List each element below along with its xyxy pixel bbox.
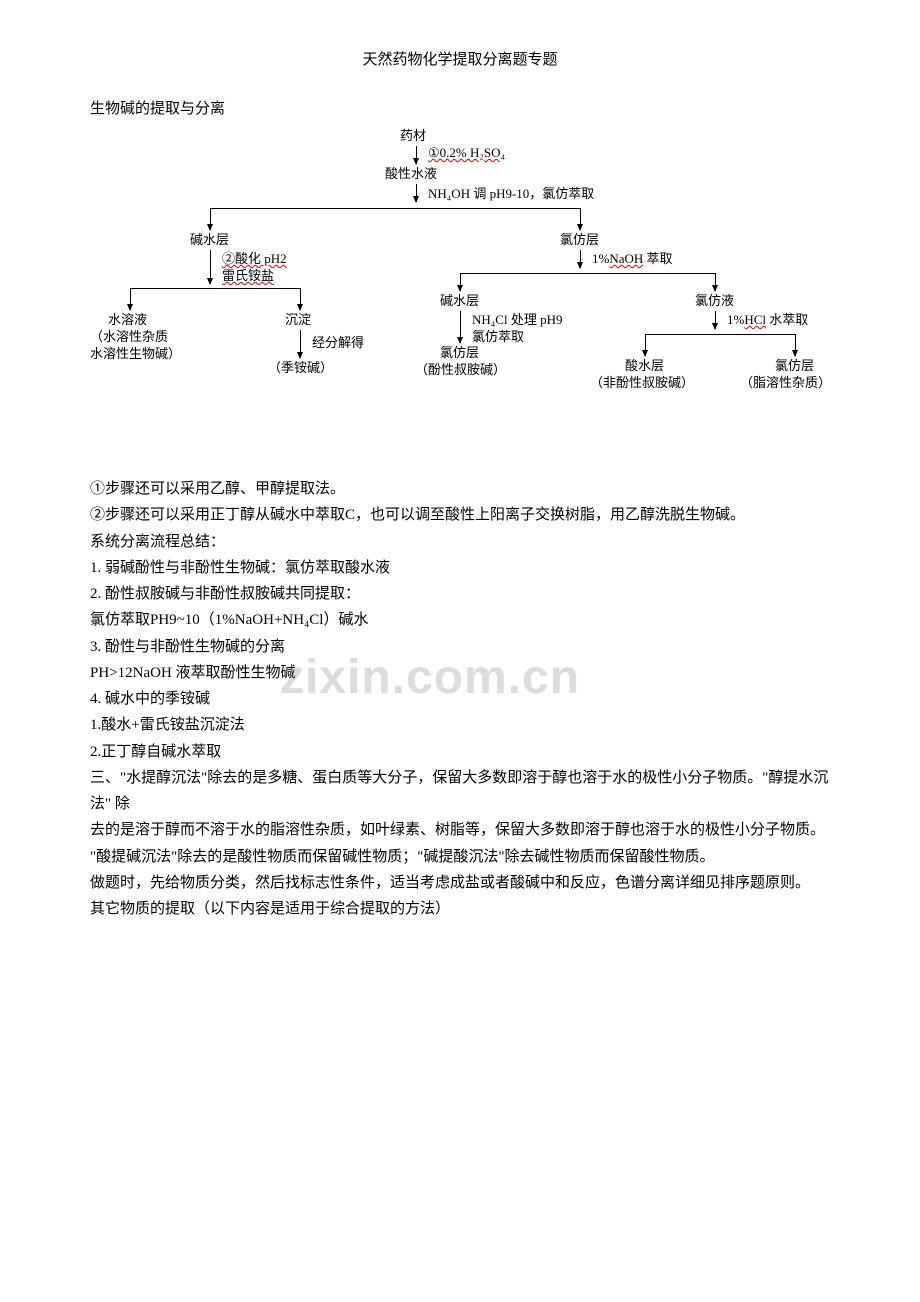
node-precipitate: 沉淀 <box>285 312 311 329</box>
arrow <box>460 273 461 291</box>
side-label: 氯仿萃取 <box>472 326 524 345</box>
arrow <box>580 250 581 268</box>
node-nonphenolic: （非酚性叔胺碱） <box>590 375 694 392</box>
node-base-layer: 碱水层 <box>190 232 229 249</box>
body-line: 2.正丁醇自碱水萃取 <box>90 739 830 765</box>
arrow <box>795 334 796 356</box>
node-aqueous-note2: 水溶性生物碱） <box>90 346 181 363</box>
arrow <box>416 184 417 202</box>
connector <box>460 273 715 274</box>
body-line: 去的是溶于醇而不溶于水的脂溶性杂质，如叶绿素、树脂等，保留大多数即溶于醇也溶于水… <box>90 817 830 843</box>
arrow <box>580 208 581 230</box>
node-chcl3-liq: 氯仿液 <box>695 293 734 310</box>
body-line: ①步骤还可以采用乙醇、甲醇提取法。 <box>90 476 830 502</box>
body-line: 1.酸水+雷氏铵盐沉淀法 <box>90 712 830 738</box>
body-line: 2. 酚性叔胺碱与非酚性叔胺碱共同提取： <box>90 581 830 607</box>
node-chcl3-3: 氯仿层 <box>775 358 814 375</box>
body-line: 做题时，先给物质分类，然后找标志性条件，适当考虑成盐或者酸碱中和反应，色谱分离详… <box>90 870 830 896</box>
body-line: 4. 碱水中的季铵碱 <box>90 686 830 712</box>
node-chcl3-layer: 氯仿层 <box>560 232 599 249</box>
body-line: 3. 酚性与非酚性生物碱的分离 <box>90 634 830 660</box>
side-label: NH₄OH 调 pH9-10，氯仿萃取 <box>428 183 594 202</box>
arrow <box>210 208 211 230</box>
node-acid: 酸性水液 <box>385 166 437 183</box>
side-label: 雷氏铵盐 <box>222 265 274 284</box>
body-line: 三、"水提醇沉法"除去的是多糖、蛋白质等大分子，保留大多数即溶于醇也溶于水的极性… <box>90 765 830 818</box>
arrow <box>210 250 211 284</box>
arrow <box>416 146 417 164</box>
node-start: 药材 <box>400 128 426 145</box>
section-subtitle: 生物碱的提取与分离 <box>90 97 830 118</box>
body-line: "酸提碱沉法"除去的是酸性物质而保留碱性物质；"碱提酸沉法"除去碱性物质而保留酸… <box>90 844 830 870</box>
connector <box>130 288 300 289</box>
body-line: 1. 弱碱酚性与非酚性生物碱：氯仿萃取酸水液 <box>90 555 830 581</box>
connector <box>210 208 580 209</box>
body-line: 系统分离流程总结： <box>90 529 830 555</box>
side-label: 1%HCl 水萃取 <box>727 309 808 328</box>
body-line: 氯仿萃取PH9~10（1%NaOH+NH₄Cl）碱水 <box>90 607 830 633</box>
body-line: 其它物质的提取（以下内容是适用于综合提取的方法） <box>90 896 830 922</box>
arrow <box>460 311 461 343</box>
node-aqueous-note1: （水溶性杂质 <box>90 329 168 346</box>
arrow <box>300 288 301 310</box>
node-chcl3-2: 氯仿层 <box>440 345 479 362</box>
arrow <box>715 273 716 291</box>
arrow <box>300 330 301 358</box>
node-aqueous: 水溶液 <box>108 312 147 329</box>
side-label: 经分解得 <box>312 332 364 351</box>
page-title: 天然药物化学提取分离题专题 <box>90 48 830 69</box>
node-acid-layer: 酸水层 <box>625 358 664 375</box>
arrow <box>645 334 646 356</box>
node-quaternary: （季铵碱） <box>268 360 333 377</box>
side-label: 1%NaOH 萃取 <box>592 248 673 267</box>
node-base-layer2: 碱水层 <box>440 293 479 310</box>
body-line: PH>12NaOH 液萃取酚性生物碱 <box>90 660 830 686</box>
flowchart: 药材 ①0.2% H₂SO₄ 酸性水液 NH₄OH 调 pH9-10，氯仿萃取 … <box>90 128 830 468</box>
connector <box>645 334 795 335</box>
arrow <box>715 311 716 329</box>
arrow <box>130 288 131 310</box>
body-line: ②步骤还可以采用正丁醇从碱水中萃取C，也可以调至酸性上阳离子交换树脂，用乙醇洗脱… <box>90 502 830 528</box>
node-lipid-impurity: （脂溶性杂质） <box>740 375 831 392</box>
body-text: ①步骤还可以采用乙醇、甲醇提取法。 ②步骤还可以采用正丁醇从碱水中萃取C，也可以… <box>90 476 830 922</box>
node-phenolic: （酚性叔胺碱） <box>415 362 506 379</box>
side-label: ①0.2% H₂SO₄ <box>428 145 505 161</box>
